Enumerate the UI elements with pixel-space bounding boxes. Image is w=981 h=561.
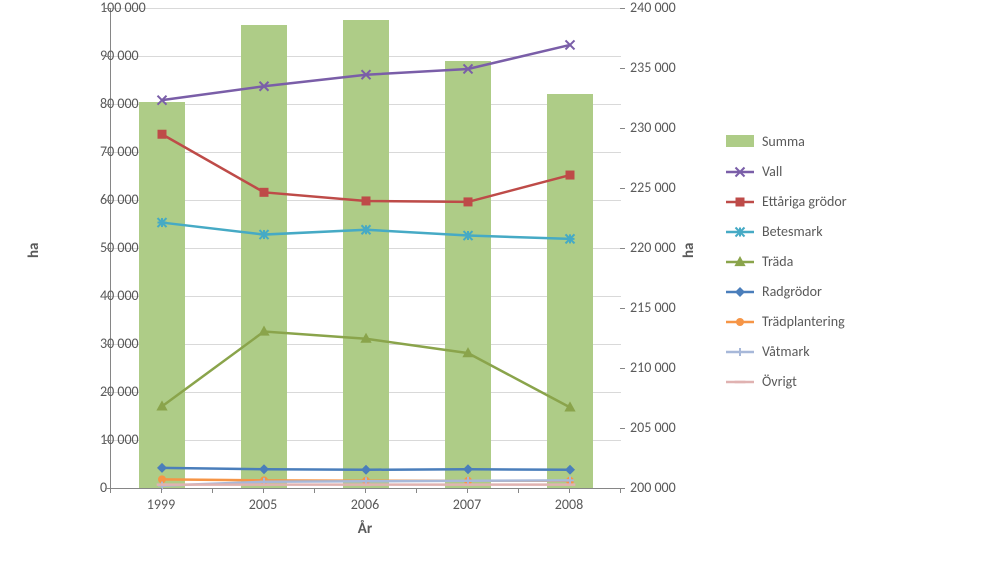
legend-label: Trädplantering — [762, 313, 845, 330]
legend-item: Våtmark — [726, 342, 847, 360]
gridline — [111, 8, 621, 9]
legend-item: Vall — [726, 162, 847, 180]
legend-item: Betesmark — [726, 222, 847, 240]
legend-label: Våtmark — [762, 343, 810, 360]
legend-item: Övrigt — [726, 372, 847, 390]
x-tick: 2005 — [249, 496, 277, 513]
y-right-tick: 215 000 — [630, 299, 676, 316]
legend-swatch — [726, 225, 754, 237]
bar-summa — [445, 61, 491, 488]
legend-swatch — [726, 255, 754, 267]
y-axis-left-title: ha — [25, 243, 43, 258]
legend-item: Summa — [726, 132, 847, 150]
y-right-tick: 240 000 — [630, 0, 676, 16]
legend-label: Radgrödor — [762, 283, 822, 300]
y-axis-right-title: ha — [680, 243, 698, 258]
legend-label: Ettåriga grödor — [762, 193, 847, 210]
x-tick: 2008 — [555, 496, 583, 513]
legend-item: Radgrödor — [726, 282, 847, 300]
legend-swatch — [726, 165, 754, 177]
series-marker — [566, 40, 575, 49]
legend-swatch — [726, 135, 754, 147]
legend-swatch — [726, 315, 754, 327]
legend-label: Övrigt — [762, 373, 797, 390]
x-tick: 1999 — [147, 496, 175, 513]
chart-container: ha ha År Summa Vall Ettåriga grödor Betesma… — [0, 0, 981, 561]
legend-label: Vall — [762, 163, 782, 180]
bar-summa — [547, 94, 593, 488]
x-axis-title: År — [110, 520, 620, 538]
legend-swatch — [726, 285, 754, 297]
legend-swatch — [726, 195, 754, 207]
legend-item: Ettåriga grödor — [726, 192, 847, 210]
legend-swatch — [726, 345, 754, 357]
y-right-tick: 220 000 — [630, 239, 676, 256]
y-right-tick: 200 000 — [630, 479, 676, 496]
y-right-tick: 205 000 — [630, 419, 676, 436]
bar-summa — [343, 20, 389, 488]
y-right-tick: 235 000 — [630, 59, 676, 76]
legend-item: Trädplantering — [726, 312, 847, 330]
y-right-tick: 230 000 — [630, 119, 676, 136]
x-tick: 2006 — [351, 496, 379, 513]
legend-swatch — [726, 375, 754, 387]
y-right-tick: 225 000 — [630, 179, 676, 196]
legend: Summa Vall Ettåriga grödor Betesmark Träda Ra… — [726, 132, 847, 402]
bar-summa — [241, 25, 287, 488]
legend-item: Träda — [726, 252, 847, 270]
legend-label: Betesmark — [762, 223, 823, 240]
x-tick: 2007 — [453, 496, 481, 513]
legend-label: Träda — [762, 253, 793, 270]
bar-summa — [139, 102, 185, 488]
legend-label: Summa — [762, 133, 805, 150]
y-right-tick: 210 000 — [630, 359, 676, 376]
plot-area — [110, 8, 621, 489]
